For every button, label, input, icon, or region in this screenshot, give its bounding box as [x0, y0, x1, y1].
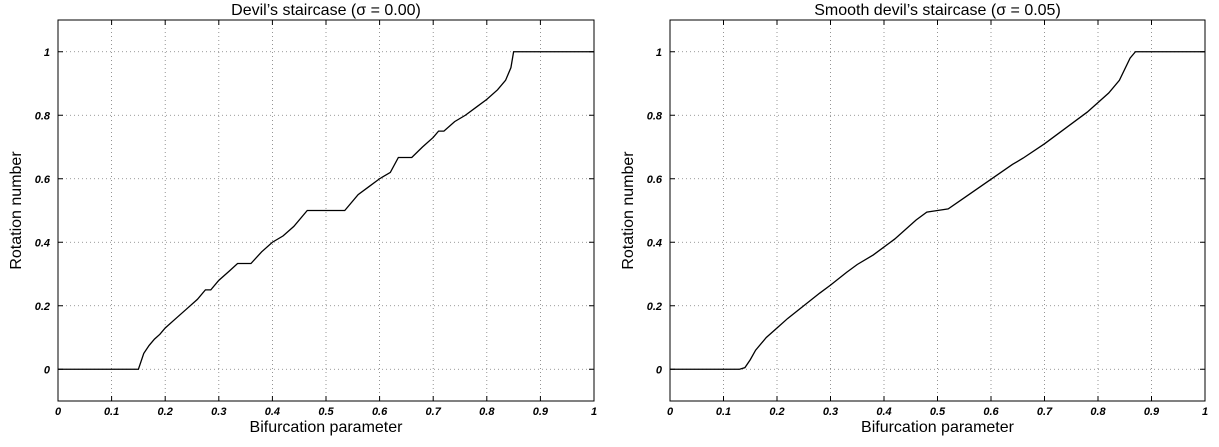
chart-title: Smooth devil’s staircase (σ = 0.05): [814, 2, 1061, 19]
chart-devils-staircase: 0 0.1 0.2 0.3 0.4 0.5 0.6 0.7 0.8 0.9 1 0 0.2 0.4 0.6 0…: [8, 2, 597, 436]
x-tick-label: 0.2: [769, 406, 784, 418]
y-tick-label: 0.8: [35, 110, 51, 122]
y-tick-label: 0.2: [35, 301, 50, 313]
x-tick-label: 0.8: [479, 406, 495, 418]
x-tick-label: 0.5: [318, 406, 334, 418]
x-axis-label: Bifurcation parameter: [861, 419, 1015, 436]
series-line-0: [670, 51, 1205, 370]
x-tick-label: 0.9: [1144, 406, 1160, 418]
y-tick-label: 0.6: [647, 174, 663, 186]
y-axis-label: Rotation number: [8, 151, 25, 270]
x-tick-label: 0.9: [533, 406, 549, 418]
x-tick-label: 0.3: [211, 406, 226, 418]
x-tick-label: 0.1: [104, 406, 119, 418]
y-tick-label: 0: [656, 364, 663, 376]
x-tick-label: 0.6: [372, 406, 388, 418]
x-tick-label: 0: [55, 406, 62, 418]
chart-title: Devil’s staircase (σ = 0.00): [231, 2, 421, 19]
x-tick-label: 0.4: [265, 406, 280, 418]
x-tick-label: 0.1: [716, 406, 731, 418]
x-tick-label: 0.8: [1090, 406, 1106, 418]
plot-frame: [669, 19, 1206, 402]
x-tick-label: 1: [1202, 406, 1208, 418]
y-tick-label: 0: [44, 364, 51, 376]
x-tick-label: 0.5: [930, 406, 946, 418]
x-tick-label: 0.7: [426, 406, 442, 418]
y-tick-label: 0.6: [35, 174, 51, 186]
x-tick-label: 0.6: [983, 406, 999, 418]
y-axis-label: Rotation number: [620, 151, 637, 270]
y-tick-label: 0.2: [647, 301, 662, 313]
y-tick-label: 1: [44, 47, 50, 59]
y-tick-label: 0.4: [647, 237, 662, 249]
x-axis-label: Bifurcation parameter: [250, 419, 404, 436]
x-tick-label: 0.4: [876, 406, 891, 418]
y-tick-label: 1: [656, 47, 662, 59]
x-tick-label: 0.7: [1037, 406, 1053, 418]
plot-frame: [57, 19, 595, 402]
y-tick-label: 0.8: [647, 110, 663, 122]
y-tick-label: 0.4: [35, 237, 50, 249]
x-tick-label: 1: [591, 406, 597, 418]
series-line-0: [58, 51, 594, 370]
x-tick-label: 0.3: [823, 406, 838, 418]
chart-smooth-devils-staircase: 0 0.1 0.2 0.3 0.4 0.5 0.6 0.7 0.8 0.9 1 0 0.2 0.4 0.6 0…: [620, 2, 1208, 436]
x-tick-label: 0: [667, 406, 674, 418]
x-tick-label: 0.2: [158, 406, 173, 418]
